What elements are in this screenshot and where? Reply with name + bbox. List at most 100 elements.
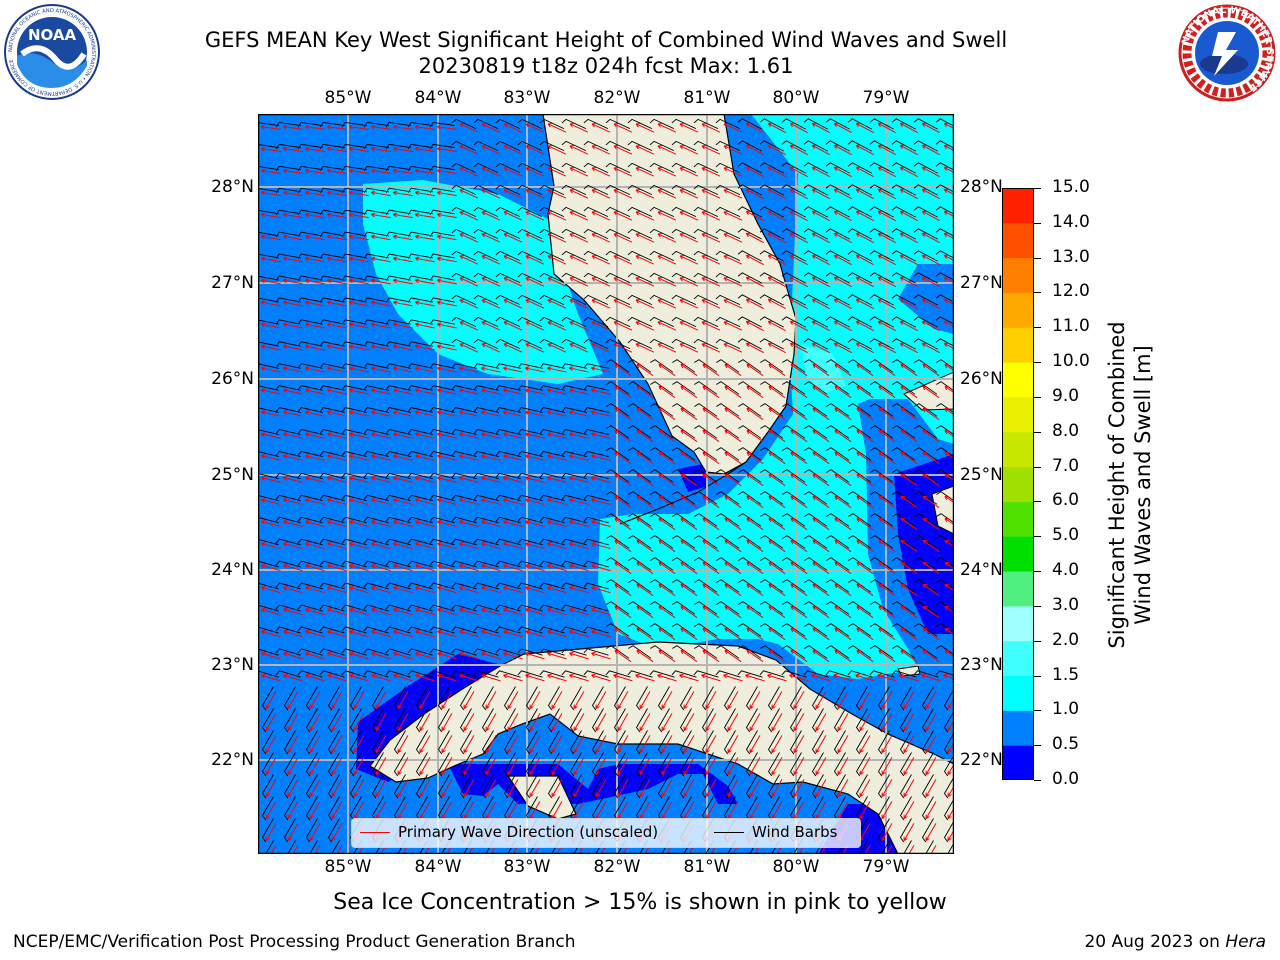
wind-barb <box>914 623 938 637</box>
wind-barb <box>539 228 565 240</box>
wave-direction-arrow <box>392 146 413 152</box>
wind-barb <box>495 626 521 634</box>
wind-barb <box>297 187 323 194</box>
wave-direction-arrow <box>507 757 519 776</box>
wind-barb <box>870 425 894 439</box>
wave-direction-arrow <box>283 410 303 417</box>
wave-direction-arrow <box>727 779 739 798</box>
colorbar-segment <box>1002 501 1034 537</box>
lon-label-bottom: 82°W <box>593 857 641 877</box>
wave-direction-arrow <box>371 454 391 461</box>
wave-direction-arrow <box>922 517 940 531</box>
wave-direction-arrow <box>414 190 435 197</box>
wind-barb <box>407 165 433 172</box>
wind-barb <box>781 228 806 240</box>
wave-direction-arrow <box>746 451 764 465</box>
wave-direction-arrow <box>503 454 523 461</box>
wave-direction-arrow <box>877 188 896 200</box>
wave-direction-arrow <box>746 561 764 575</box>
wave-direction-arrow <box>930 845 937 854</box>
wind-barb <box>327 686 340 711</box>
wave-direction-arrow <box>503 255 523 265</box>
wind-barb <box>672 557 696 571</box>
wind-barb <box>517 118 543 130</box>
wind-barb <box>627 250 653 262</box>
wave-direction-arrow <box>260 190 281 197</box>
lat-label-left: 28°N <box>211 177 254 197</box>
wind-barb <box>319 385 345 391</box>
wind-barb <box>539 363 565 369</box>
wave-direction-arrow <box>414 234 435 241</box>
wave-direction-arrow <box>349 498 369 505</box>
wave-direction-arrow <box>463 757 475 776</box>
wave-direction-arrow <box>617 735 629 754</box>
wave-direction-arrow <box>525 520 545 527</box>
wave-direction-arrow <box>859 801 871 820</box>
wind-barb <box>650 469 674 483</box>
wave-direction-arrow <box>304 278 325 285</box>
band-1-0-to-1-5-atlantic <box>598 114 954 679</box>
wind-barb <box>363 560 389 568</box>
wind-barb <box>539 472 565 480</box>
wave-direction-arrow <box>768 385 786 399</box>
wind-barb <box>451 338 477 350</box>
wind-barb <box>275 363 301 369</box>
wave-direction-arrow <box>856 539 874 553</box>
wind-barb <box>892 359 916 373</box>
wind-barb <box>891 294 916 306</box>
wind-barb <box>650 513 674 527</box>
wave-direction-arrow <box>283 563 303 572</box>
wind-barb <box>591 752 604 777</box>
wave-direction-arrow <box>459 321 479 331</box>
wind-barb <box>855 730 868 755</box>
colorbar-segment <box>1002 710 1034 746</box>
wind-barb <box>694 645 718 659</box>
wind-barb <box>760 469 784 483</box>
wind-barb <box>258 209 279 215</box>
wave-direction-arrow <box>283 585 303 594</box>
colorbar-segment <box>1002 222 1034 259</box>
wind-barb <box>804 425 828 439</box>
wave-direction-arrow <box>812 517 830 531</box>
wave-direction-arrow <box>569 607 589 616</box>
band-1-5-to-2-0 <box>801 344 846 394</box>
wave-direction-arrow <box>812 605 830 619</box>
wind-barb <box>341 231 367 237</box>
wave-direction-arrow <box>569 277 589 287</box>
wave-direction-arrow <box>458 366 479 373</box>
wind-barb <box>561 206 587 218</box>
wave-direction-arrow <box>702 451 720 465</box>
wave-direction-arrow <box>261 563 281 572</box>
wave-direction-arrow <box>635 189 655 199</box>
colorbar-tick-label: 1.5 <box>1052 664 1080 685</box>
wave-direction-arrow <box>811 298 830 310</box>
wind-barb <box>473 272 499 284</box>
wave-direction-arrow <box>815 779 827 798</box>
wave-direction-arrow <box>636 473 654 487</box>
wave-direction-arrow <box>305 520 325 527</box>
wind-barb <box>855 686 868 711</box>
wind-barb <box>782 623 806 637</box>
wave-direction-arrow <box>812 385 830 399</box>
wind-barb <box>517 316 543 328</box>
wind-barb <box>561 228 587 240</box>
wind-barb <box>283 686 296 711</box>
wind-barb <box>803 162 828 174</box>
wave-direction-arrow <box>326 322 347 329</box>
wave-direction-arrow <box>261 498 281 505</box>
wind-barb <box>583 516 609 524</box>
wave-direction-arrow <box>903 757 915 776</box>
wave-direction-arrow <box>419 713 431 732</box>
wind-barb <box>738 579 762 593</box>
wave-direction-arrow <box>503 410 523 417</box>
wind-barb <box>804 381 828 395</box>
wind-barb <box>561 604 587 612</box>
wave-direction-arrow <box>525 563 545 572</box>
colorbar-tick-mark <box>1034 431 1041 433</box>
wave-direction-arrow <box>569 145 589 155</box>
wave-direction-arrow <box>459 167 479 177</box>
wave-direction-arrow <box>525 607 545 616</box>
wind-barb <box>275 428 301 435</box>
wave-direction-arrow <box>525 167 545 177</box>
wave-direction-arrow <box>348 212 369 219</box>
